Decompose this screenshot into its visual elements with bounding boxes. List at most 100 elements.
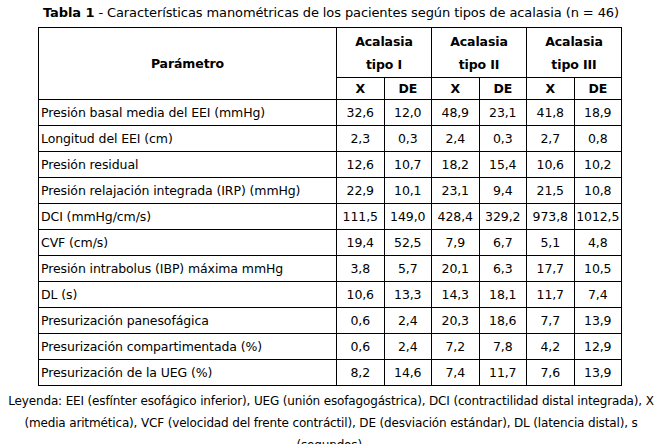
value-cell: 7,9 [432, 230, 480, 256]
value-cell: 0,6 [337, 334, 385, 360]
legend: Leyenda: EEI (esfínter esofágico inferio… [0, 390, 662, 444]
table-row: Presurización de la UEG (%) 8,2 14,6 7,4… [39, 360, 622, 386]
param-cell: DCI (mmHg/cm/s) [39, 204, 337, 230]
value-cell: 9,4 [479, 178, 527, 204]
stat-header-cell: X [527, 78, 575, 100]
value-cell: 3,8 [337, 256, 385, 282]
value-cell: 6,3 [479, 256, 527, 282]
table-body: Presión basal media del EEI (mmHg) 32,6 … [39, 100, 622, 386]
param-cell: Presurización de la UEG (%) [39, 360, 337, 386]
value-cell: 329,2 [479, 204, 527, 230]
param-cell: Presión relajación integrada (IRP) (mmHg… [39, 178, 337, 204]
value-cell: 10,1 [384, 178, 432, 204]
param-cell: Presurización compartimentada (%) [39, 334, 337, 360]
group-header-acalasia-2: Acalasia tipo II [432, 28, 527, 78]
table-row: Longitud del EEI (cm) 2,3 0,3 2,4 0,3 2,… [39, 126, 622, 152]
value-cell: 2,4 [432, 126, 480, 152]
value-cell: 18,1 [479, 282, 527, 308]
value-cell: 52,5 [384, 230, 432, 256]
value-cell: 1012,5 [574, 204, 622, 230]
param-cell: Presión residual [39, 152, 337, 178]
value-cell: 7,4 [432, 360, 480, 386]
value-cell: 13,9 [574, 308, 622, 334]
value-cell: 4,8 [574, 230, 622, 256]
value-cell: 111,5 [337, 204, 385, 230]
param-cell: Presión basal media del EEI (mmHg) [39, 100, 337, 126]
value-cell: 22,9 [337, 178, 385, 204]
table-caption: Tabla 1 - Características manométricas d… [0, 0, 662, 20]
value-cell: 11,7 [479, 360, 527, 386]
stat-header-cell: DE [574, 78, 622, 100]
table-row: Presión relajación integrada (IRP) (mmHg… [39, 178, 622, 204]
param-cell: Presión intrabolus (IBP) máxima mmHg [39, 256, 337, 282]
value-cell: 20,1 [432, 256, 480, 282]
value-cell: 19,4 [337, 230, 385, 256]
value-cell: 2,7 [527, 126, 575, 152]
value-cell: 0,8 [574, 126, 622, 152]
value-cell: 5,1 [527, 230, 575, 256]
value-cell: 10,2 [574, 152, 622, 178]
value-cell: 12,9 [574, 334, 622, 360]
group-type: tipo II [432, 53, 526, 76]
stat-header-cell: DE [384, 78, 432, 100]
value-cell: 0,3 [384, 126, 432, 152]
value-cell: 0,6 [337, 308, 385, 334]
group-name: Acalasia [337, 30, 431, 53]
value-cell: 48,9 [432, 100, 480, 126]
manometry-table: Parámetro Acalasia tipo I Acalasia tipo … [38, 27, 622, 386]
param-cell: Presurización panesofágica [39, 308, 337, 334]
group-name: Acalasia [432, 30, 526, 53]
value-cell: 18,9 [574, 100, 622, 126]
table-row: Presurización panesofágica 0,6 2,4 20,3 … [39, 308, 622, 334]
group-header-acalasia-3: Acalasia tipo III [527, 28, 622, 78]
value-cell: 7,4 [574, 282, 622, 308]
value-cell: 17,7 [527, 256, 575, 282]
value-cell: 20,3 [432, 308, 480, 334]
value-cell: 8,2 [337, 360, 385, 386]
value-cell: 18,2 [432, 152, 480, 178]
value-cell: 7,2 [432, 334, 480, 360]
value-cell: 12,6 [337, 152, 385, 178]
param-cell: DL (s) [39, 282, 337, 308]
table-row: Presurización compartimentada (%) 0,6 2,… [39, 334, 622, 360]
group-type: tipo I [337, 53, 431, 76]
value-cell: 23,1 [432, 178, 480, 204]
value-cell: 18,6 [479, 308, 527, 334]
value-cell: 12,0 [384, 100, 432, 126]
value-cell: 10,7 [384, 152, 432, 178]
value-cell: 2,4 [384, 308, 432, 334]
stat-header-cell: X [432, 78, 480, 100]
value-cell: 2,3 [337, 126, 385, 152]
group-header-row: Parámetro Acalasia tipo I Acalasia tipo … [39, 28, 622, 78]
page: Tabla 1 - Características manométricas d… [0, 0, 662, 444]
value-cell: 149,0 [384, 204, 432, 230]
value-cell: 428,4 [432, 204, 480, 230]
value-cell: 10,6 [337, 282, 385, 308]
value-cell: 21,5 [527, 178, 575, 204]
value-cell: 7,6 [527, 360, 575, 386]
value-cell: 5,7 [384, 256, 432, 282]
value-cell: 23,1 [479, 100, 527, 126]
caption-label: Tabla 1 [43, 5, 94, 20]
value-cell: 13,3 [384, 282, 432, 308]
value-cell: 7,7 [527, 308, 575, 334]
value-cell: 2,4 [384, 334, 432, 360]
value-cell: 10,6 [527, 152, 575, 178]
value-cell: 41,8 [527, 100, 575, 126]
value-cell: 14,6 [384, 360, 432, 386]
param-cell: Longitud del EEI (cm) [39, 126, 337, 152]
caption-text: - Características manométricas de los pa… [94, 5, 619, 20]
table-row: CVF (cm/s) 19,4 52,5 7,9 6,7 5,1 4,8 [39, 230, 622, 256]
table-row: DCI (mmHg/cm/s) 111,5 149,0 428,4 329,2 … [39, 204, 622, 230]
table-row: Presión residual 12,6 10,7 18,2 15,4 10,… [39, 152, 622, 178]
table-row: Presión basal media del EEI (mmHg) 32,6 … [39, 100, 622, 126]
group-type: tipo III [527, 53, 621, 76]
value-cell: 4,2 [527, 334, 575, 360]
value-cell: 32,6 [337, 100, 385, 126]
group-header-acalasia-1: Acalasia tipo I [337, 28, 432, 78]
param-cell: CVF (cm/s) [39, 230, 337, 256]
group-name: Acalasia [527, 30, 621, 53]
value-cell: 13,9 [574, 360, 622, 386]
table-row: Presión intrabolus (IBP) máxima mmHg 3,8… [39, 256, 622, 282]
value-cell: 11,7 [527, 282, 575, 308]
